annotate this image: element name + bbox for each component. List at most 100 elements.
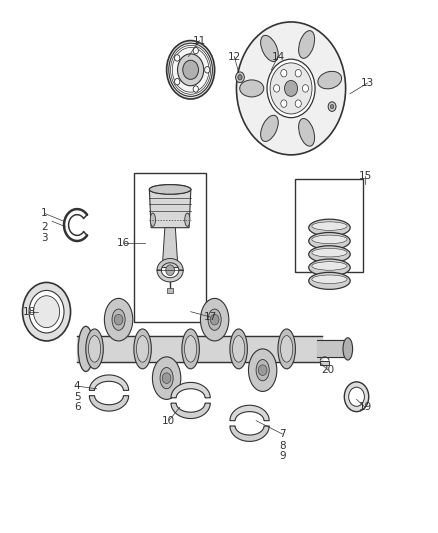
Text: 12: 12 [228, 52, 241, 61]
Circle shape [162, 373, 171, 383]
Ellipse shape [201, 298, 229, 341]
Ellipse shape [343, 338, 353, 360]
Polygon shape [171, 382, 210, 398]
Text: 20: 20 [321, 365, 335, 375]
Ellipse shape [240, 80, 264, 97]
Polygon shape [320, 361, 329, 365]
Ellipse shape [134, 329, 151, 369]
Circle shape [183, 60, 198, 79]
Ellipse shape [309, 272, 350, 289]
Polygon shape [89, 395, 129, 411]
Circle shape [22, 282, 71, 341]
Ellipse shape [309, 232, 350, 249]
Bar [295, 179, 363, 272]
Ellipse shape [309, 219, 350, 236]
Polygon shape [162, 228, 178, 268]
Ellipse shape [312, 248, 347, 257]
Circle shape [295, 100, 301, 107]
Text: 2: 2 [41, 222, 48, 232]
Text: 19: 19 [359, 402, 372, 413]
Text: 8: 8 [279, 441, 286, 451]
Polygon shape [157, 259, 183, 270]
Ellipse shape [261, 115, 278, 141]
Text: 6: 6 [74, 402, 81, 413]
Circle shape [175, 55, 180, 61]
Circle shape [166, 41, 215, 99]
Circle shape [193, 86, 198, 92]
Circle shape [169, 43, 212, 96]
Text: 11: 11 [193, 36, 206, 45]
Text: 16: 16 [117, 238, 130, 247]
Ellipse shape [318, 71, 342, 89]
Ellipse shape [248, 349, 277, 391]
Circle shape [281, 100, 287, 107]
Circle shape [270, 63, 312, 114]
Ellipse shape [261, 35, 278, 61]
Polygon shape [89, 375, 129, 390]
Ellipse shape [312, 262, 347, 270]
Circle shape [177, 54, 204, 86]
Text: 13: 13 [361, 78, 374, 88]
Polygon shape [230, 426, 269, 441]
Polygon shape [149, 189, 191, 228]
Ellipse shape [112, 309, 125, 330]
Ellipse shape [312, 235, 347, 244]
Ellipse shape [185, 213, 190, 227]
Ellipse shape [312, 222, 347, 230]
Circle shape [274, 85, 280, 92]
Circle shape [267, 59, 315, 118]
Ellipse shape [312, 275, 347, 284]
Ellipse shape [150, 213, 155, 227]
Polygon shape [77, 336, 321, 362]
Text: 5: 5 [74, 392, 81, 402]
Ellipse shape [78, 326, 93, 372]
Text: 1: 1 [41, 208, 48, 219]
Circle shape [281, 69, 287, 77]
Bar [167, 288, 173, 293]
Ellipse shape [299, 30, 314, 58]
Circle shape [205, 67, 210, 73]
Text: 7: 7 [279, 429, 286, 439]
Circle shape [285, 80, 297, 96]
Circle shape [238, 75, 242, 80]
Ellipse shape [299, 118, 314, 146]
Circle shape [236, 72, 244, 83]
Ellipse shape [160, 368, 173, 389]
Polygon shape [230, 405, 269, 421]
Ellipse shape [309, 259, 350, 276]
Text: 3: 3 [41, 233, 48, 244]
Ellipse shape [309, 246, 350, 263]
Ellipse shape [256, 360, 269, 381]
Circle shape [302, 85, 308, 92]
Ellipse shape [278, 329, 295, 369]
Circle shape [237, 22, 346, 155]
Ellipse shape [233, 336, 245, 362]
Ellipse shape [281, 336, 293, 362]
Text: 4: 4 [74, 381, 81, 391]
Ellipse shape [86, 329, 103, 369]
Circle shape [344, 382, 369, 411]
Circle shape [328, 102, 336, 111]
Ellipse shape [88, 336, 101, 362]
Text: 17: 17 [204, 312, 217, 322]
Polygon shape [171, 403, 210, 418]
Circle shape [29, 290, 64, 333]
Ellipse shape [208, 309, 221, 330]
Circle shape [258, 365, 267, 375]
Circle shape [33, 296, 60, 328]
Circle shape [114, 314, 123, 325]
Polygon shape [317, 341, 348, 358]
Circle shape [210, 314, 219, 325]
Text: 15: 15 [359, 171, 372, 181]
Ellipse shape [230, 329, 247, 369]
Polygon shape [157, 270, 183, 282]
Circle shape [349, 387, 364, 406]
Ellipse shape [137, 336, 149, 362]
Text: 18: 18 [22, 306, 36, 317]
Bar [134, 173, 206, 322]
Circle shape [166, 265, 174, 276]
Ellipse shape [184, 336, 197, 362]
Circle shape [175, 78, 180, 85]
Circle shape [295, 69, 301, 77]
Circle shape [330, 104, 334, 109]
